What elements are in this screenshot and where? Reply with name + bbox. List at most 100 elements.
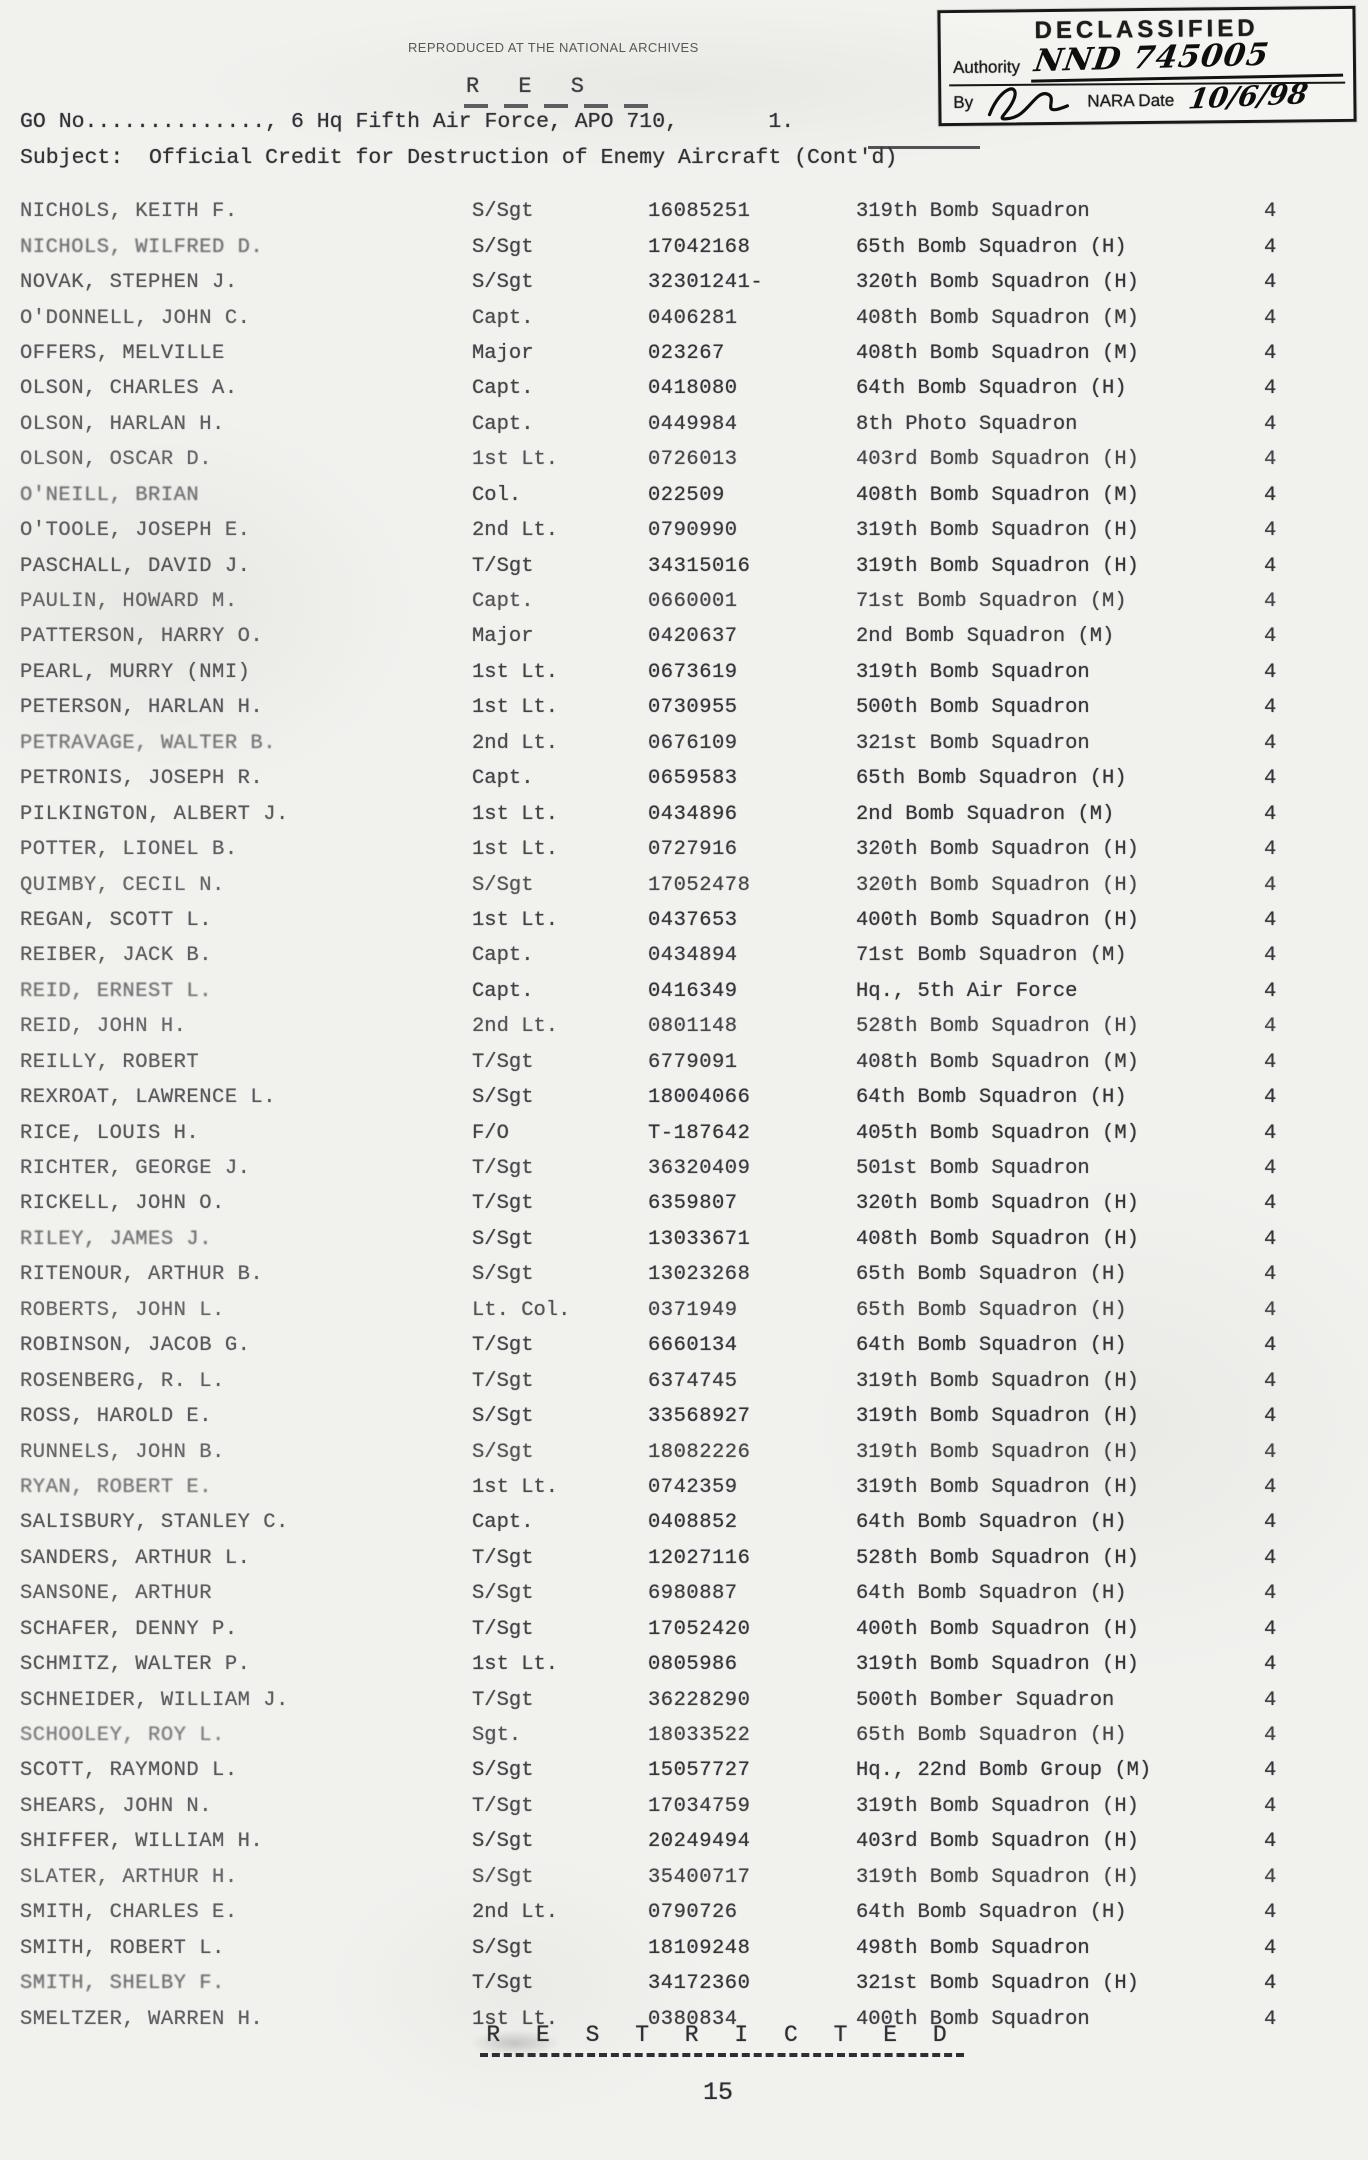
airman-rank: 1st Lt. (472, 1475, 559, 1499)
airman-rank: 1st Lt. (472, 802, 559, 826)
airman-name: REID, JOHN H. (20, 1015, 187, 1039)
airman-name: REILLY, ROBERT (20, 1050, 200, 1074)
airman-name: RUNNELS, JOHN B. (20, 1440, 225, 1464)
airman-name: REIBER, JACK B. (20, 944, 213, 968)
airman-unit: 320th Bomb Squadron (H) (856, 1192, 1139, 1216)
roster-row: SMITH, SHELBY F. T/Sgt 34172360 321st Bo… (20, 1966, 1350, 2001)
airman-name: RICKELL, JOHN O. (20, 1192, 225, 1216)
roster-row: O'TOOLE, JOSEPH E. 2nd Lt. 0790990 319th… (20, 513, 1350, 548)
airman-name: REID, ERNEST L. (20, 979, 213, 1003)
credit-count: 4 (1264, 1050, 1277, 1074)
credit-count: 4 (1264, 1546, 1277, 1570)
airman-unit: 408th Bomb Squadron (M) (856, 1050, 1139, 1074)
airman-rank: S/Sgt (472, 1582, 534, 1606)
credit-count: 4 (1264, 802, 1277, 826)
airman-unit: 319th Bomb Squadron (H) (856, 1475, 1139, 1499)
airman-name: REGAN, SCOTT L. (20, 908, 213, 932)
credit-count: 4 (1264, 1227, 1277, 1251)
airman-name: SCHMITZ, WALTER P. (20, 1653, 251, 1677)
roster-row: PATTERSON, HARRY O. Major 0420637 2nd Bo… (20, 619, 1350, 654)
roster-row: REID, JOHN H. 2nd Lt. 0801148 528th Bomb… (20, 1009, 1350, 1044)
airman-unit: 65th Bomb Squadron (H) (856, 767, 1127, 791)
airman-unit: 65th Bomb Squadron (H) (856, 235, 1127, 259)
airman-unit: 319th Bomb Squadron (856, 660, 1090, 684)
credit-count: 4 (1264, 625, 1277, 649)
roster-row: SMELTZER, WARREN H. 1st Lt. 0380834 400t… (20, 2001, 1350, 2036)
airman-name: ROBINSON, JACOB G. (20, 1334, 251, 1358)
airman-name: ROSS, HAROLD E. (20, 1405, 213, 1429)
ink-smudge (470, 2030, 560, 2056)
airman-name: NOVAK, STEPHEN J. (20, 271, 238, 295)
airman-unit: 321st Bomb Squadron (856, 731, 1090, 755)
airman-rank: 2nd Lt. (472, 519, 559, 543)
credit-count: 4 (1264, 979, 1277, 1003)
page-number: 15 (702, 2078, 733, 2107)
airman-unit: Hq., 22nd Bomb Group (M) (856, 1759, 1152, 1783)
credit-count: 4 (1264, 1794, 1277, 1818)
airman-rank: 1st Lt. (472, 908, 559, 932)
roster-row: SCHNEIDER, WILLIAM J. T/Sgt 36228290 500… (20, 1682, 1350, 1717)
roster-row: RILEY, JAMES J. S/Sgt 13033671 408th Bom… (20, 1222, 1350, 1257)
airman-rank: Capt. (472, 979, 534, 1003)
airman-unit: 319th Bomb Squadron (H) (856, 1369, 1139, 1393)
airman-name: RITENOUR, ARTHUR B. (20, 1263, 264, 1287)
airman-unit: 65th Bomb Squadron (H) (856, 1263, 1127, 1287)
roster-row: O'DONNELL, JOHN C. Capt. 0406281 408th B… (20, 300, 1350, 335)
airman-unit: 64th Bomb Squadron (H) (856, 1901, 1127, 1925)
airman-serial-number: 0673619 (648, 660, 738, 684)
credit-count: 4 (1264, 2007, 1277, 2031)
roster-row: SMITH, CHARLES E. 2nd Lt. 0790726 64th B… (20, 1895, 1350, 1930)
airman-name: POTTER, LIONEL B. (20, 838, 238, 862)
airman-rank: S/Sgt (472, 200, 534, 224)
subject-line: Subject: Official Credit for Destruction… (20, 146, 898, 170)
airman-name: SMITH, SHELBY F. (20, 1972, 225, 1996)
roster-row: REIBER, JACK B. Capt. 0434894 71st Bomb … (20, 938, 1350, 973)
roster-row: SANSONE, ARTHUR S/Sgt 6980887 64th Bomb … (20, 1576, 1350, 1611)
credit-count: 4 (1264, 731, 1277, 755)
top-classification-marking: R E S (466, 74, 598, 99)
airman-serial-number: 16085251 (648, 200, 751, 224)
credit-count: 4 (1264, 412, 1277, 436)
airman-unit: 400th Bomb Squadron (H) (856, 1617, 1139, 1641)
credit-count: 4 (1264, 1653, 1277, 1677)
date-handwritten-value: 10/6/98 (1186, 77, 1311, 116)
credit-count: 4 (1264, 448, 1277, 472)
airman-rank: F/O (472, 1121, 509, 1145)
credit-count: 4 (1264, 1830, 1277, 1854)
airman-serial-number: 34172360 (648, 1972, 751, 1996)
airman-serial-number: 0805986 (648, 1653, 738, 1677)
airman-serial-number: 0790726 (648, 1901, 738, 1925)
airman-name: OLSON, CHARLES A. (20, 377, 238, 401)
airman-serial-number: 17034759 (648, 1794, 751, 1818)
airman-rank: S/Sgt (472, 1440, 534, 1464)
airman-name: SMITH, CHARLES E. (20, 1901, 238, 1925)
airman-rank: T/Sgt (472, 1794, 534, 1818)
credit-count: 4 (1264, 660, 1277, 684)
airman-unit: 8th Photo Squadron (856, 412, 1078, 436)
airman-serial-number: 0742359 (648, 1475, 738, 1499)
airman-unit: 320th Bomb Squadron (H) (856, 271, 1139, 295)
stray-underline-mark (868, 146, 980, 149)
airman-rank: S/Sgt (472, 235, 534, 259)
roster-row: REGAN, SCOTT L. 1st Lt. 0437653 400th Bo… (20, 903, 1350, 938)
credit-count: 4 (1264, 1015, 1277, 1039)
airman-serial-number: 33568927 (648, 1405, 751, 1429)
airman-name: SANSONE, ARTHUR (20, 1582, 213, 1606)
by-label: By (953, 92, 974, 113)
airman-serial-number: 36228290 (648, 1688, 751, 1712)
roster-row: SALISBURY, STANLEY C. Capt. 0408852 64th… (20, 1505, 1350, 1540)
airman-unit: 408th Bomb Squadron (H) (856, 1227, 1139, 1251)
airman-name: RILEY, JAMES J. (20, 1227, 213, 1251)
roster-row: NICHOLS, KEITH F. S/Sgt 16085251 319th B… (20, 194, 1350, 229)
roster-row: SANDERS, ARTHUR L. T/Sgt 12027116 528th … (20, 1541, 1350, 1576)
airman-serial-number: 18004066 (648, 1086, 751, 1110)
airman-serial-number: 13023268 (648, 1263, 751, 1287)
roster-row: OLSON, CHARLES A. Capt. 0418080 64th Bom… (20, 371, 1350, 406)
airman-unit: 403rd Bomb Squadron (H) (856, 1830, 1139, 1854)
airman-name: NICHOLS, KEITH F. (20, 200, 238, 224)
airman-serial-number: 0449984 (648, 412, 738, 436)
authority-handwritten-value: NND 745005 (1031, 36, 1272, 80)
airman-serial-number: 0676109 (648, 731, 738, 755)
airman-name: SCHNEIDER, WILLIAM J. (20, 1688, 289, 1712)
airman-name: PILKINGTON, ALBERT J. (20, 802, 289, 826)
